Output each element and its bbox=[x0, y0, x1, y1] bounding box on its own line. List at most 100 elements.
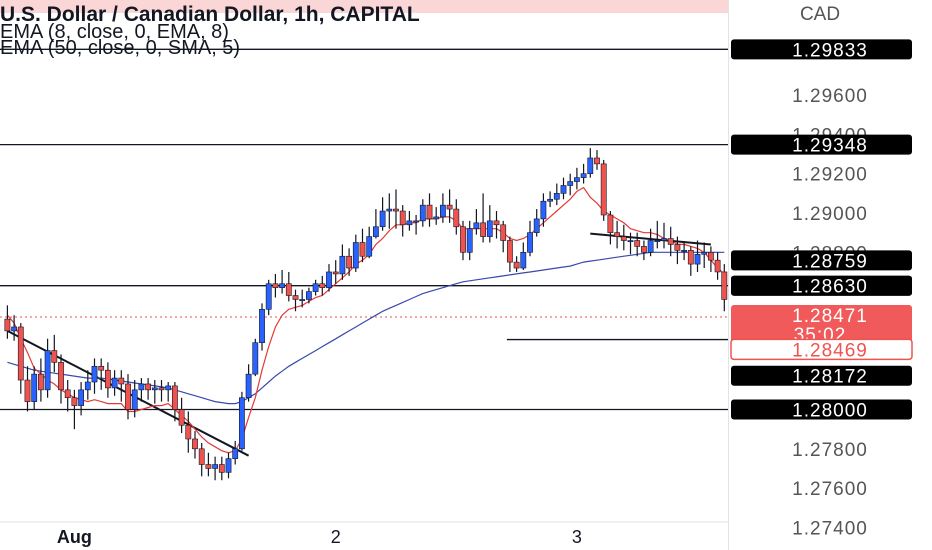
candle-body bbox=[527, 232, 533, 253]
candle-body bbox=[372, 226, 379, 237]
candle-body bbox=[379, 210, 386, 228]
candle-body bbox=[17, 326, 24, 381]
candle-body bbox=[620, 236, 627, 241]
ema50-line bbox=[7, 251, 725, 405]
candle-body bbox=[560, 185, 567, 194]
candle-body bbox=[674, 244, 681, 251]
level-price-tag-bg bbox=[731, 39, 912, 60]
candle-body bbox=[37, 373, 44, 391]
candle-body bbox=[433, 216, 440, 220]
ema50-legend[interactable]: EMA (50, close, 0, SMA, 5) bbox=[0, 37, 241, 59]
level-marker-label: 1.28469 bbox=[792, 340, 868, 361]
candle-body bbox=[594, 157, 600, 165]
candle-body bbox=[439, 204, 446, 218]
candle-body bbox=[399, 210, 406, 226]
candle-body bbox=[145, 383, 151, 391]
candle-body bbox=[580, 173, 587, 178]
level-price-tag: 1.28000 bbox=[792, 401, 868, 422]
candle-body bbox=[198, 448, 205, 465]
candle-body bbox=[44, 350, 51, 391]
level-price-tag-bg bbox=[731, 399, 912, 420]
candle-body bbox=[687, 250, 694, 265]
candle-body bbox=[466, 228, 473, 253]
current-price-tag: 1.28471 bbox=[792, 306, 868, 327]
candle-body bbox=[332, 271, 339, 275]
candle-body bbox=[366, 236, 373, 257]
candle-body bbox=[192, 438, 198, 450]
candle-body bbox=[634, 240, 641, 247]
candle-body bbox=[225, 458, 232, 473]
candle-body bbox=[694, 253, 701, 265]
candle-body bbox=[359, 242, 366, 257]
candle-body bbox=[24, 379, 31, 402]
candle-body bbox=[11, 326, 17, 332]
candle-body bbox=[681, 250, 687, 252]
time-label: 2 bbox=[331, 527, 341, 547]
candle-body bbox=[259, 308, 265, 343]
candle-body bbox=[239, 397, 245, 450]
candle-body bbox=[158, 387, 165, 391]
candle-body bbox=[84, 381, 91, 391]
candle-body bbox=[553, 193, 560, 200]
candle-body bbox=[607, 214, 614, 233]
candle-body bbox=[125, 383, 131, 410]
candle-body bbox=[78, 389, 84, 406]
candle-body bbox=[600, 163, 607, 216]
current-price-tag-bg bbox=[731, 304, 912, 345]
price-tag-bg bbox=[731, 365, 912, 386]
price-tick-label: 1.29600 bbox=[792, 86, 868, 107]
price-tag: 1.28172 bbox=[792, 367, 868, 388]
candle-body bbox=[500, 224, 507, 241]
candle-body bbox=[151, 387, 158, 391]
candle-body bbox=[245, 373, 252, 399]
candle-body bbox=[346, 255, 352, 269]
candle-body bbox=[587, 157, 594, 175]
candle-body bbox=[172, 385, 178, 410]
candle-body bbox=[413, 220, 419, 223]
candle-body bbox=[426, 204, 433, 220]
price-tag-bg bbox=[731, 275, 912, 296]
candle-body bbox=[460, 226, 466, 253]
candle-body bbox=[131, 389, 138, 410]
candle-body bbox=[339, 255, 346, 275]
candle-body bbox=[58, 362, 64, 391]
candle-body bbox=[721, 271, 728, 300]
candle-body bbox=[533, 218, 540, 233]
candle-body bbox=[640, 246, 647, 253]
level-price-tag: 1.29833 bbox=[792, 40, 868, 61]
candle-body bbox=[64, 389, 71, 399]
currency-label: CAD bbox=[800, 4, 840, 25]
candle-body bbox=[265, 283, 272, 310]
price-tick-label: 1.29200 bbox=[792, 165, 868, 186]
candle-body bbox=[232, 448, 239, 459]
price-tick-label: 1.27600 bbox=[792, 479, 868, 500]
candle-body bbox=[31, 373, 38, 402]
candle-body bbox=[567, 181, 574, 186]
symbol-title[interactable]: U.S. Dollar / Canadian Dollar, 1h, CAPIT… bbox=[0, 3, 420, 26]
price-tick-label: 1.27800 bbox=[792, 440, 868, 461]
price-tag: 1.28759 bbox=[792, 251, 868, 272]
candle-body bbox=[667, 238, 674, 245]
candle-body bbox=[480, 222, 486, 237]
candle-body bbox=[71, 397, 78, 406]
candle-body bbox=[393, 208, 399, 212]
candle-body bbox=[406, 220, 413, 226]
candle-body bbox=[701, 252, 708, 255]
candle-body bbox=[292, 295, 299, 300]
level-price-tag-bg bbox=[731, 134, 912, 155]
candle-body bbox=[453, 208, 460, 228]
candle-body bbox=[4, 318, 11, 332]
ema8-legend[interactable]: EMA (8, close, 0, EMA, 8) bbox=[0, 21, 229, 43]
candle-body bbox=[279, 283, 285, 288]
candle-body bbox=[520, 252, 527, 269]
candle-body bbox=[654, 240, 661, 243]
candle-body bbox=[111, 377, 118, 389]
price-tick-label: 1.29000 bbox=[792, 204, 868, 225]
candle-body bbox=[493, 220, 500, 226]
candle-body bbox=[98, 365, 105, 371]
header-highlight bbox=[0, 0, 728, 13]
candle-body bbox=[573, 177, 580, 182]
candle-body bbox=[51, 350, 58, 363]
candle-body bbox=[312, 283, 319, 292]
